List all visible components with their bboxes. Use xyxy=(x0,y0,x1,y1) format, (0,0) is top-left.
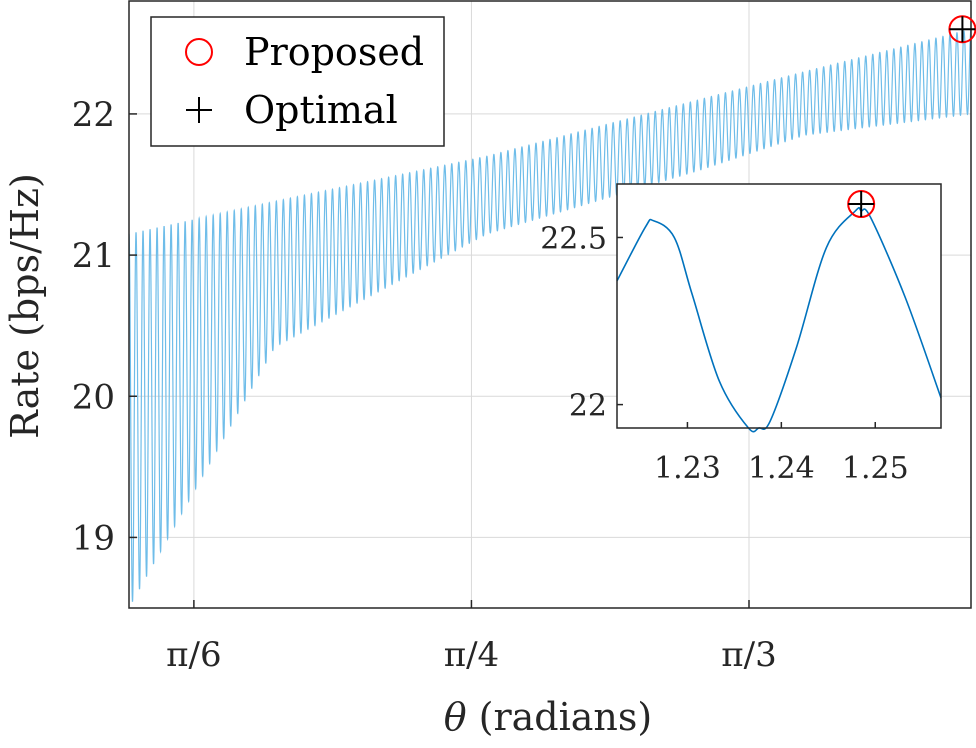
legend-optimal-label: Optimal xyxy=(244,88,398,132)
y-tick-label: 20 xyxy=(72,377,115,417)
main-axes: π/6 π/4 π/3 19 20 21 22 xyxy=(72,0,976,675)
inset-x-tick-label: 1.25 xyxy=(842,451,909,486)
legend-proposed-label: Proposed xyxy=(244,30,424,74)
inset-background xyxy=(617,184,941,428)
x-tick-label: π/3 xyxy=(721,635,776,675)
y-tick-label: 21 xyxy=(72,236,115,276)
inset-x-tick-label: 1.23 xyxy=(654,451,721,486)
x-tick-label: π/6 xyxy=(166,635,221,675)
inset-ticks: 1.23 1.24 1.25 22 22.5 xyxy=(540,221,908,486)
inset-axes: 1.23 1.24 1.25 22 22.5 xyxy=(540,183,942,486)
y-axis-label: Rate (bps/Hz) xyxy=(3,173,47,439)
legend: Proposed Optimal xyxy=(150,16,445,147)
x-axis-label-symbol: θ xyxy=(444,695,467,739)
inset-optimal-marker xyxy=(848,191,875,218)
x-axis-label: θ (radians) xyxy=(444,695,652,739)
inset-y-tick-label: 22.5 xyxy=(540,221,607,256)
inset-y-tick-label: 22 xyxy=(569,389,607,424)
inset-axes-box xyxy=(616,183,942,429)
main-axes-box xyxy=(128,0,972,609)
main-optimal-marker xyxy=(949,16,976,43)
inset-x-tick-label: 1.24 xyxy=(748,451,815,486)
legend-proposed-marker xyxy=(185,38,213,66)
legend-optimal-marker xyxy=(186,97,212,123)
y-tick-label: 19 xyxy=(72,518,115,558)
x-axis-label-unit: (radians) xyxy=(479,695,653,739)
main-markers xyxy=(948,15,976,44)
x-tick-label: π/4 xyxy=(444,635,499,675)
y-tick-label: 22 xyxy=(72,95,115,135)
inset-markers xyxy=(847,190,876,219)
rate-curve xyxy=(128,28,972,602)
main-ticks: π/6 π/4 π/3 19 20 21 22 xyxy=(72,95,777,675)
